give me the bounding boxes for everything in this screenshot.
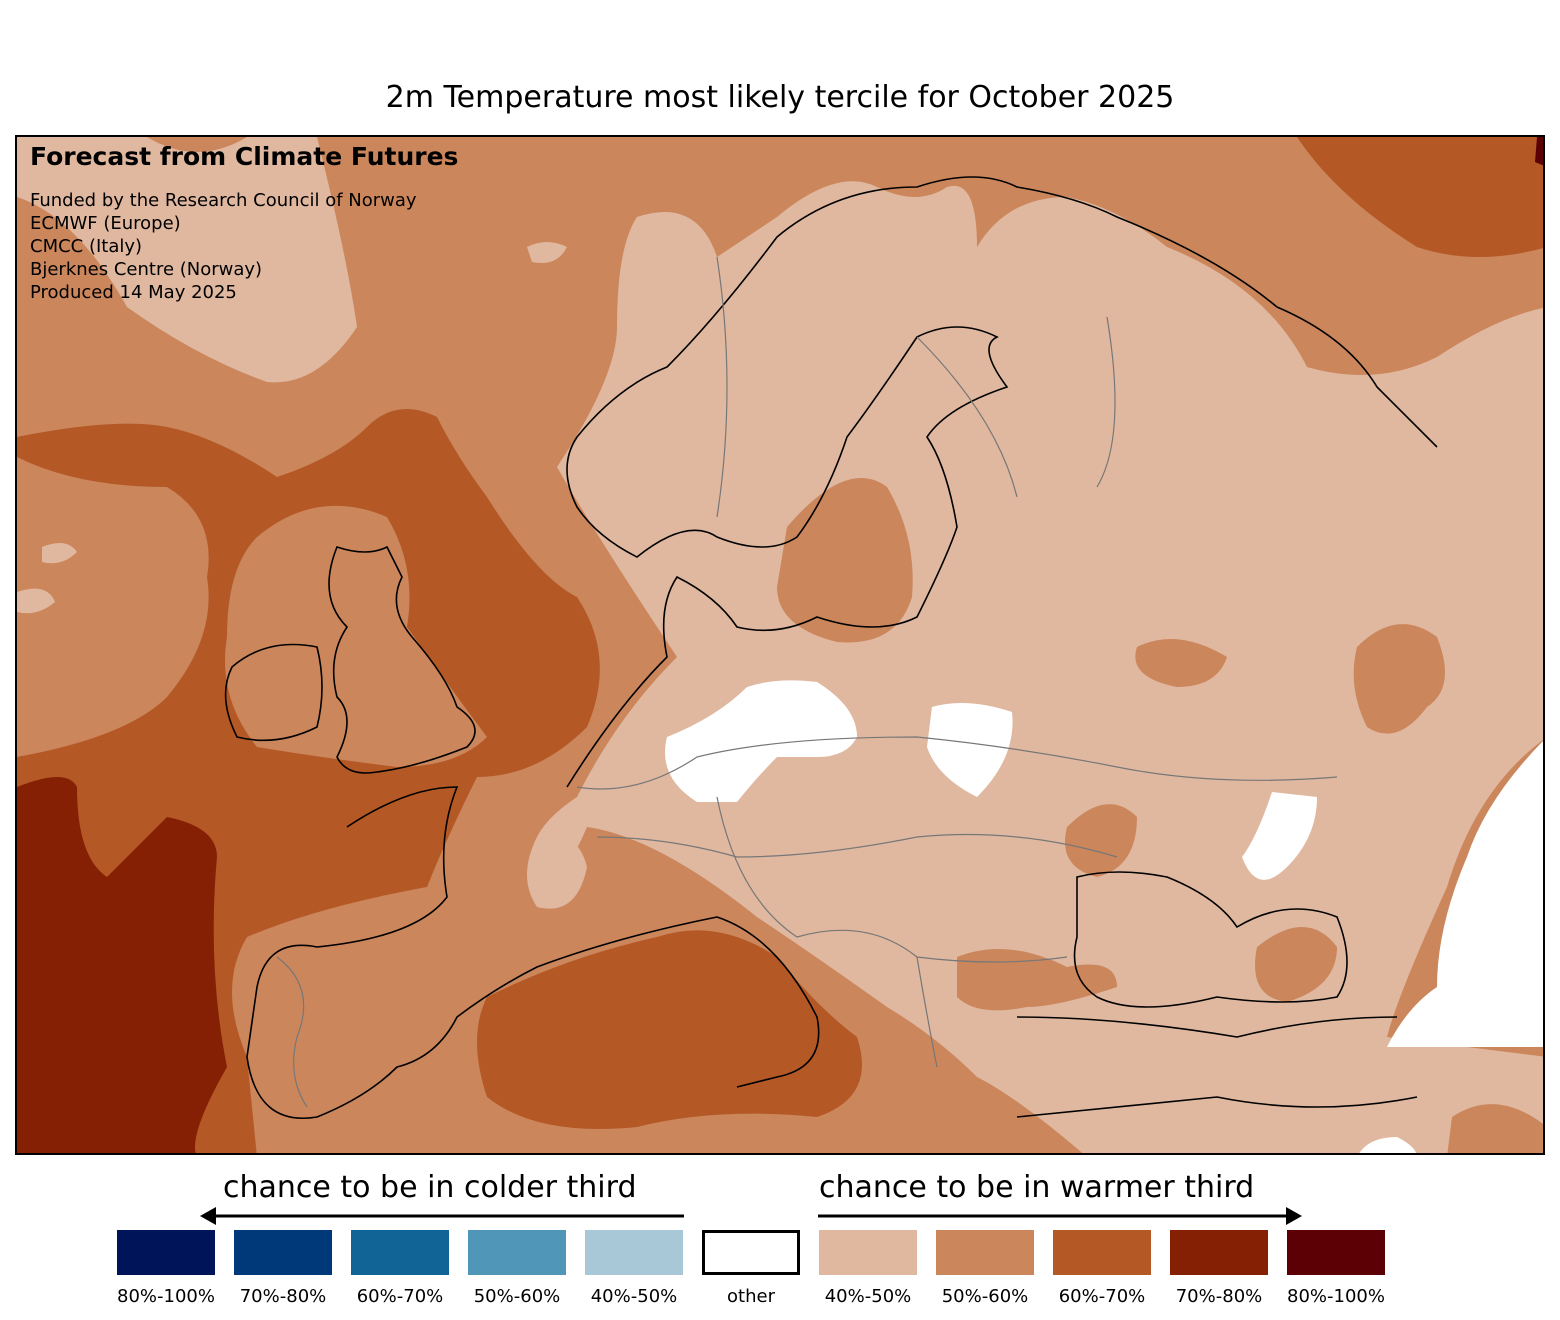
credits-block: Forecast from Climate Futures Funded by … <box>30 142 458 304</box>
legend-label: 80%-100% <box>117 1286 215 1307</box>
legend-label: 50%-60% <box>941 1286 1029 1307</box>
chart-title: 2m Temperature most likely tercile for O… <box>385 80 1175 115</box>
zone-warm-50-60 <box>1067 137 1147 197</box>
zone-warm-50-60 <box>1353 624 1445 734</box>
legend-label: 40%-50% <box>590 1286 678 1307</box>
zone-warm-50-60 <box>1255 927 1337 1002</box>
legend-swatch <box>117 1230 215 1275</box>
credit-line: ECMWF (Europe) <box>30 213 181 234</box>
legend-swatch <box>1170 1230 1268 1275</box>
country-borders <box>276 256 1338 1108</box>
right-arrow-icon <box>1286 1207 1302 1225</box>
zone-warm-50-60 <box>1447 1104 1543 1153</box>
zone-warm-40-50 <box>532 181 1543 1153</box>
zone-warm-60-70 <box>1297 137 1543 257</box>
legend-swatch <box>1287 1230 1385 1275</box>
credit-line: Bjerknes Centre (Norway) <box>30 259 263 280</box>
legend-label: 40%-50% <box>824 1286 912 1307</box>
zone-warm-50-60 <box>17 457 209 757</box>
credit-line: Funded by the Research Council of Norway <box>30 190 417 211</box>
coastlines <box>224 176 1438 1119</box>
legend-swatch <box>702 1230 800 1275</box>
colder-label: chance to be in colder third <box>223 1170 637 1205</box>
zone-warm-50-60 <box>1135 639 1227 687</box>
legend-label: 70%-80% <box>239 1286 327 1307</box>
legend-label: 60%-70% <box>1058 1286 1146 1307</box>
zone-other <box>927 703 1013 797</box>
zone-warm-50-60 <box>1065 804 1137 877</box>
zone-warm-40-50 <box>17 137 357 383</box>
zone-other <box>1387 741 1543 1047</box>
legend-swatch <box>468 1230 566 1275</box>
zone-other <box>1359 1137 1417 1153</box>
zone-warm-40-50 <box>42 543 77 564</box>
legend-arrows <box>200 1207 1302 1225</box>
legend-swatch <box>819 1230 917 1275</box>
map-panel <box>15 135 1545 1155</box>
legend-label: 70%-80% <box>1175 1286 1263 1307</box>
legend-swatch <box>1053 1230 1151 1275</box>
credit-line: CMCC (Italy) <box>30 236 143 257</box>
zone-warm-40-50 <box>527 242 567 263</box>
warmer-label: chance to be in warmer third <box>819 1170 1255 1205</box>
zone-other <box>665 680 857 802</box>
credits-heading: Forecast from Climate Futures <box>30 142 459 171</box>
legend-swatch <box>234 1230 332 1275</box>
legend-swatch <box>351 1230 449 1275</box>
legend-label: 80%-100% <box>1287 1286 1385 1307</box>
zone-warm-40-50 <box>17 588 55 614</box>
credit-line: Produced 14 May 2025 <box>30 282 237 303</box>
tercile-map <box>17 137 1543 1153</box>
zone-warm-80-100 <box>1535 137 1543 166</box>
zone-warm-70-80 <box>17 777 227 1153</box>
legend-label: 50%-60% <box>473 1286 561 1307</box>
legend-label: other <box>727 1286 775 1307</box>
left-arrow-icon <box>200 1207 216 1225</box>
legend-label: 60%-70% <box>356 1286 444 1307</box>
legend-swatch <box>936 1230 1034 1275</box>
zone-other <box>1242 792 1317 880</box>
zone-warm-50-60 <box>225 505 487 767</box>
zone-warm-50-60 <box>777 478 913 643</box>
zone-warm-40-50 <box>527 835 587 909</box>
legend-swatch <box>585 1230 683 1275</box>
zone-warm-50-60 <box>957 949 1117 1011</box>
